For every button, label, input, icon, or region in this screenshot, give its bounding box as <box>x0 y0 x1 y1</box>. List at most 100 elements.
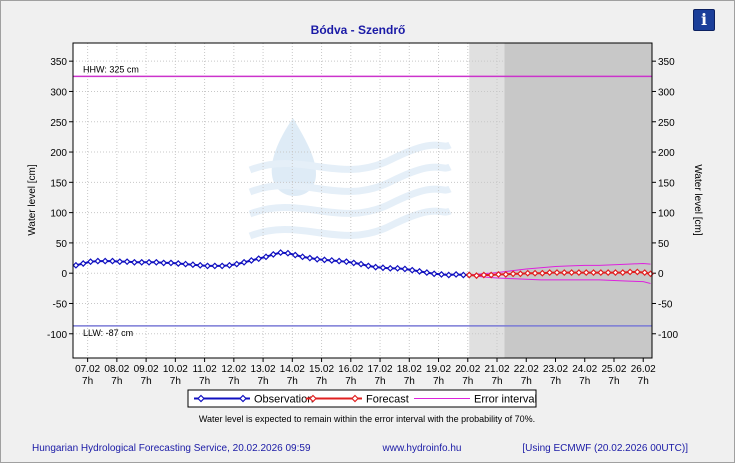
observation-point-49 <box>430 270 438 278</box>
y-tick-label-right-0: 0 <box>658 269 664 280</box>
x-tick-label-16: 23.02 <box>543 364 568 375</box>
y-tick-label-left--100: -100 <box>47 330 67 341</box>
x-tick-label-9: 16.02 <box>338 364 363 375</box>
y-tick-label-right-350: 350 <box>658 57 675 68</box>
x-tick-label-6: 13.02 <box>251 364 276 375</box>
forecast-point-8 <box>524 269 532 277</box>
forecast-point-17 <box>590 269 597 277</box>
legend-label-forecast: Forecast <box>366 394 409 406</box>
forecast-point-23 <box>633 268 641 276</box>
x-tick-sublabel-4: 7h <box>199 376 210 387</box>
footer-website-link[interactable]: www.hydroinfo.hu <box>382 443 462 454</box>
plot-area: -100 -100 -50 -50 0 0 50 50 100 100 150 150 200 200 25… <box>47 42 678 387</box>
forecast-point-12 <box>553 269 561 277</box>
observation-point-40 <box>364 262 372 270</box>
observation-point-23 <box>240 258 248 266</box>
x-tick-sublabel-5: 7h <box>228 376 239 387</box>
observation-point-26 <box>262 253 270 261</box>
y-tick-label-right-150: 150 <box>658 178 675 189</box>
x-tick-sublabel-16: 7h <box>550 376 561 387</box>
x-tick-label-3: 10.02 <box>163 364 188 375</box>
x-tick-sublabel-11: 7h <box>404 376 415 387</box>
x-tick-sublabel-6: 7h <box>258 376 269 387</box>
info-icon[interactable]: i <box>693 9 715 31</box>
legend-label-error-interval: Error interval <box>474 394 537 406</box>
forecast-point-1 <box>473 272 480 280</box>
x-tick-sublabel-7: 7h <box>287 376 298 387</box>
y-tick-label-left-300: 300 <box>50 87 67 98</box>
observation-point-20 <box>218 262 226 270</box>
legend-marker-b-observation <box>239 394 247 403</box>
observation-point-53 <box>459 271 467 279</box>
x-tick-sublabel-13: 7h <box>462 376 473 387</box>
x-tick-sublabel-2: 7h <box>141 376 152 387</box>
forecast-point-5 <box>502 270 510 278</box>
watermark-wave-1 <box>248 163 452 196</box>
y-tick-label-right--50: -50 <box>658 299 673 310</box>
error-interval-lower <box>469 274 651 284</box>
observation-point-28 <box>277 249 285 257</box>
x-tick-label-8: 15.02 <box>309 364 334 375</box>
x-tick-label-4: 11.02 <box>192 364 217 375</box>
forecast-point-22 <box>626 268 634 276</box>
x-tick-sublabel-0: 7h <box>82 376 93 387</box>
observation-point-1 <box>79 260 87 267</box>
forecast-point-11 <box>546 269 554 277</box>
legend: Observation Forecast Error interval <box>187 389 537 408</box>
y-tick-label-right-50: 50 <box>658 239 670 250</box>
legend-items: Observation Forecast Error interval <box>194 394 537 406</box>
observation-point-47 <box>416 267 423 275</box>
x-tick-sublabel-19: 7h <box>638 376 649 387</box>
x-tick-label-19: 26.02 <box>631 364 656 375</box>
legend-marker-b-forecast <box>351 394 359 403</box>
observation-point-30 <box>291 251 299 259</box>
y-tick-label-right-300: 300 <box>658 87 675 98</box>
x-tick-label-5: 12.02 <box>221 364 246 375</box>
x-tick-sublabel-8: 7h <box>316 376 327 387</box>
y-tick-label-left-50: 50 <box>56 239 68 250</box>
forecast-point-18 <box>597 269 605 277</box>
x-tick-label-14: 21.02 <box>484 364 509 375</box>
observation-point-21 <box>225 261 233 269</box>
x-tick-sublabel-14: 7h <box>491 376 502 387</box>
y-tick-label-left-100: 100 <box>50 209 67 220</box>
x-tick-sublabel-1: 7h <box>111 376 122 387</box>
forecast-point-21 <box>619 269 627 277</box>
forecast-shade-0 <box>469 43 505 358</box>
x-tick-label-17: 24.02 <box>572 364 597 375</box>
observation-point-15 <box>182 260 190 268</box>
forecast-point-9 <box>531 269 539 277</box>
x-tick-sublabel-9: 7h <box>345 376 356 387</box>
legend-marker-a-observation <box>197 394 205 403</box>
observation-point-3 <box>94 257 102 265</box>
chart-title: Bódva - Szendrő <box>311 23 406 37</box>
llw-label: LLW: -87 cm <box>83 328 133 338</box>
observation-point-16 <box>189 261 197 269</box>
observation-point-12 <box>160 259 168 267</box>
watermark-wave-0 <box>248 141 452 174</box>
watermark-wave-2 <box>248 185 452 218</box>
observation-point-46 <box>408 266 416 274</box>
y-tick-label-left--50: -50 <box>53 299 68 310</box>
observation-point-13 <box>167 259 175 267</box>
footer-service: Hungarian Hydrological Forecasting Servi… <box>32 443 311 454</box>
forecast-point-19 <box>604 269 612 277</box>
y-tick-label-right--100: -100 <box>658 330 678 341</box>
x-tick-sublabel-10: 7h <box>374 376 385 387</box>
forecast-point-2 <box>480 271 488 279</box>
observation-point-39 <box>357 260 365 268</box>
forecast-point-15 <box>575 269 583 277</box>
x-tick-label-7: 14.02 <box>280 364 305 375</box>
x-tick-sublabel-18: 7h <box>608 376 619 387</box>
y-tick-label-right-100: 100 <box>658 209 675 220</box>
observation-point-36 <box>335 257 343 265</box>
forecast-point-13 <box>560 269 568 277</box>
x-tick-label-12: 19.02 <box>426 364 451 375</box>
x-tick-label-13: 20.02 <box>455 364 480 375</box>
observation-point-27 <box>269 250 277 258</box>
forecast-point-10 <box>538 269 546 277</box>
observation-point-7 <box>123 258 131 266</box>
hhw-label: HHW: 325 cm <box>83 64 139 74</box>
y-tick-label-right-250: 250 <box>658 118 675 129</box>
